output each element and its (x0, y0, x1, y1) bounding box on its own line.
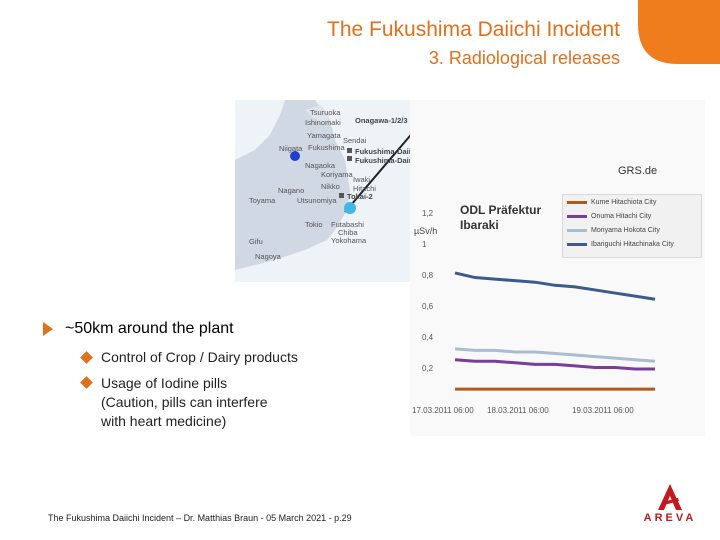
map-label: Koriyama (321, 170, 353, 179)
legend-swatch (567, 228, 587, 232)
corner-decoration (638, 0, 720, 64)
legend-label: Kume Hitachiota City (591, 199, 657, 206)
legend-item: Kume Hitachiota City (567, 199, 656, 211)
y-tick-label: 1,2 (422, 209, 434, 218)
chart-title: ODL Präfektur Ibaraki (460, 203, 542, 232)
sub-bullet-line: (Caution, pills can interfere (101, 394, 268, 410)
x-tick-label: 19.03.2011 06:00 (572, 406, 634, 415)
main-bullet: ~50km around the plant (65, 320, 234, 337)
map-label: Nagaoka (305, 161, 336, 170)
map-label: Tsuruoka (310, 108, 341, 117)
plant-label: Fukushima-Daiichi-1/.../6 (355, 147, 410, 156)
plant-label: Onagawa-1/2/3 (355, 116, 408, 125)
map-label: Fukushima (308, 143, 345, 152)
bullet-arrow-icon (43, 322, 53, 336)
y-tick-label: 0,8 (422, 271, 434, 280)
legend-label: Ibariguchi Hitachinaka City (591, 241, 674, 248)
series-line (454, 271, 656, 301)
sub-bullet: Usage of Iodine pills (101, 375, 228, 391)
areva-logo-icon (658, 484, 682, 510)
y-tick-label: 1 (422, 240, 427, 249)
series-line (454, 358, 655, 371)
logo-text: AREVA (643, 512, 697, 524)
legend-item: Onuma Hitachi City (567, 213, 651, 225)
map-label: Hitachi (353, 184, 376, 193)
series-line (454, 347, 656, 363)
map-label: Gifu (249, 237, 263, 246)
areva-logo: AREVA (630, 482, 710, 530)
map-label: Utsunomiya (297, 196, 337, 205)
chart-panel (410, 100, 705, 436)
legend-swatch (567, 200, 587, 204)
footer-text: The Fukushima Daiichi Incident – Dr. Mat… (48, 513, 352, 523)
legend-swatch (567, 214, 587, 218)
map-label: Iwaki (353, 175, 371, 184)
legend-label: Onuma Hitachi City (591, 213, 652, 220)
plant-label: Tokai-2 (347, 192, 373, 201)
plant-label: Fukushima-Daini-1/.../4 (355, 156, 410, 165)
map-label: Nikko (321, 182, 340, 191)
legend-label: Moriyama Hokota City (591, 227, 660, 234)
legend-swatch (567, 242, 587, 246)
map-label: Yamagata (307, 131, 341, 140)
y-axis-unit: µSv/h (414, 226, 438, 236)
map-label: Nagano (278, 186, 305, 195)
map-label: Toyama (249, 196, 276, 205)
legend-item: Moriyama Hokota City (567, 227, 660, 239)
map-label: Niigata (279, 144, 303, 153)
y-tick-label: 0,2 (422, 364, 434, 373)
page-subtitle: 3. Radiological releases (428, 48, 620, 68)
map-label: Futabashi (331, 220, 364, 229)
map-label: Tokio (305, 220, 323, 229)
source-label: GRS.de (618, 165, 658, 177)
map-label: Ishinomaki (305, 118, 341, 127)
map-label: Nagoya (255, 252, 281, 261)
chart-legend: Kume Hitachiota City Onuma Hitachi City Mo… (562, 194, 702, 258)
x-tick-label: 17.03.2011 06:00 (412, 406, 474, 415)
sub-bullet: Control of Crop / Dairy products (101, 349, 298, 365)
y-tick-label: 0,6 (422, 302, 434, 311)
sub-bullet-line: with heart medicine) (101, 413, 227, 429)
map-label: Yokohama (331, 236, 367, 245)
page-title: The Fukushima Daiichi Incident (327, 18, 620, 41)
map-label: Sendai (343, 136, 367, 145)
map-label: Chiba (338, 228, 358, 237)
x-tick-label: 18.03.2011 06:00 (487, 406, 549, 415)
japan-map: Tsuruoka Ishinomaki Yamagata Sendai Niig… (235, 100, 410, 282)
y-tick-label: 0,4 (422, 333, 434, 342)
legend-item: Ibariguchi Hitachinaka City (567, 241, 674, 253)
